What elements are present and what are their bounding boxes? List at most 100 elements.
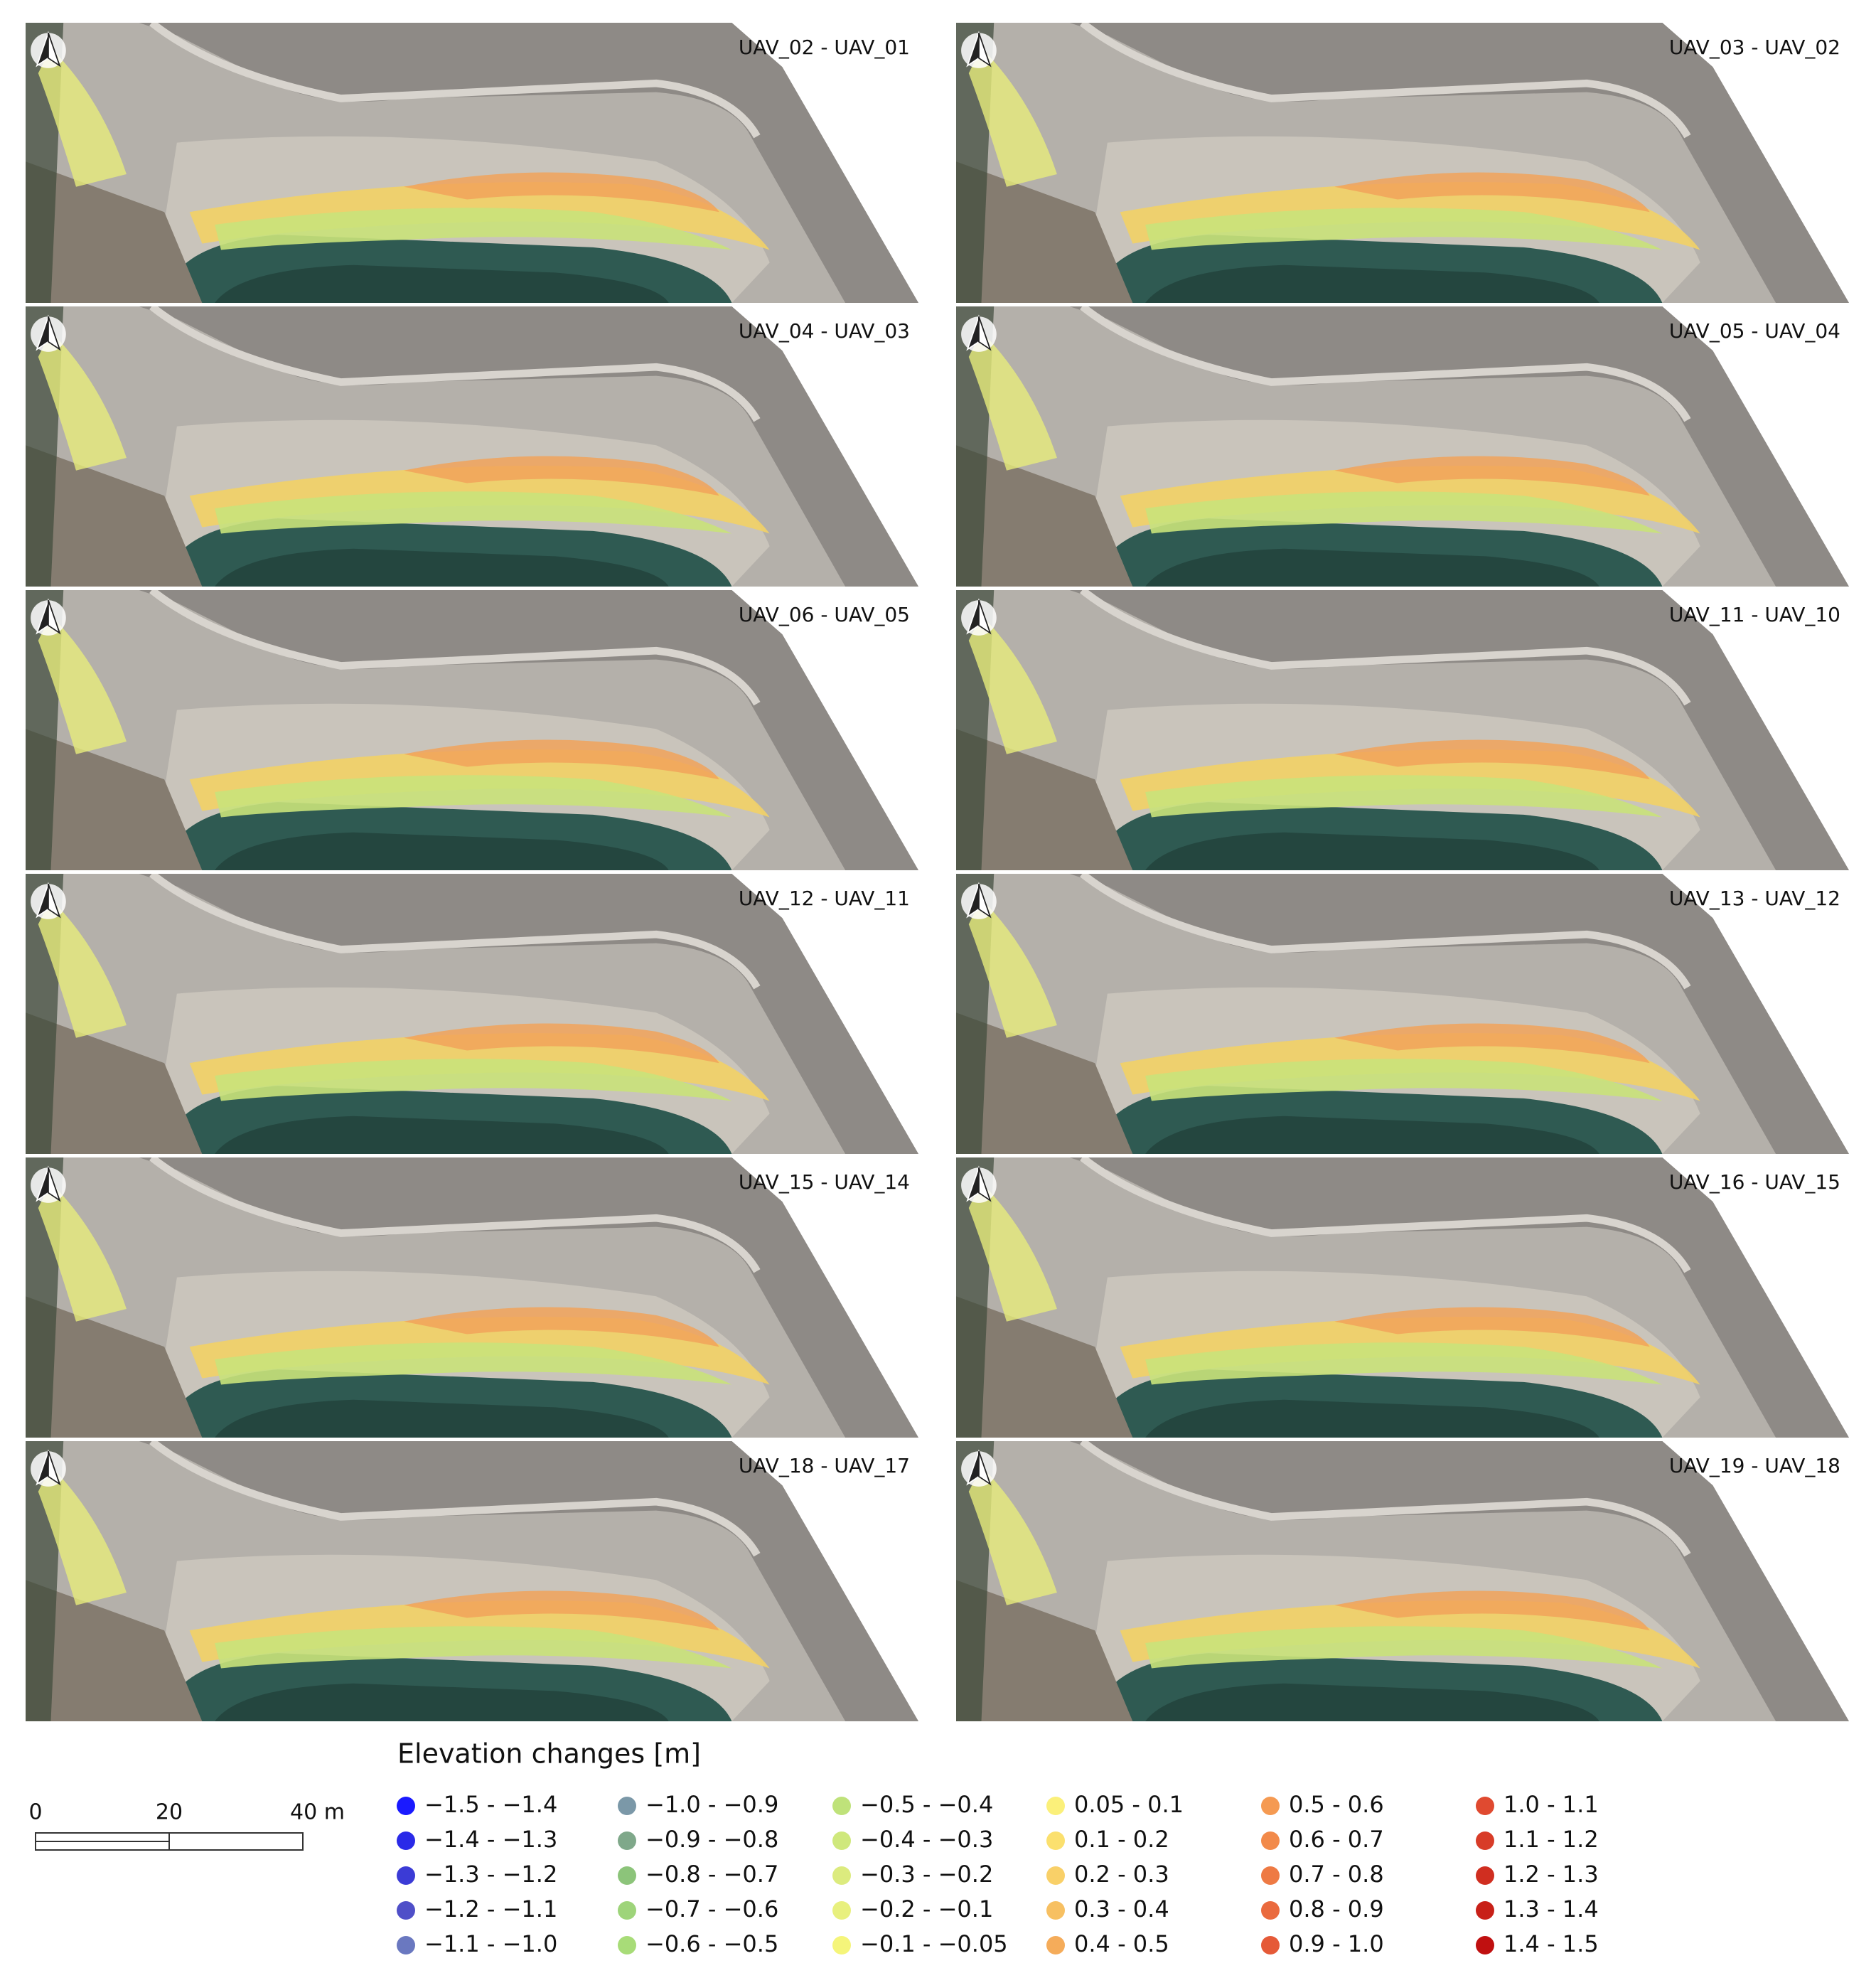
legend-swatch	[618, 1797, 636, 1815]
legend-label: 1.2 - 1.3	[1504, 1861, 1599, 1888]
legend-label: −0.2 - −0.1	[860, 1895, 993, 1922]
legend-label: 1.3 - 1.4	[1504, 1895, 1599, 1922]
aerial-image	[26, 1441, 918, 1721]
map-panel: UAV_06 - UAV_05	[26, 590, 918, 870]
legend-swatch	[832, 1797, 851, 1815]
legend-swatch	[1046, 1797, 1065, 1815]
legend-label: −1.0 - −0.9	[645, 1791, 778, 1818]
scale-bar-segment	[168, 1832, 304, 1851]
legend-label: −1.5 - −1.4	[424, 1791, 557, 1818]
map-panel: UAV_03 - UAV_02	[956, 23, 1849, 303]
legend-label: −0.8 - −0.7	[645, 1861, 778, 1888]
legend-label: 1.4 - 1.5	[1504, 1930, 1599, 1957]
legend-label: 0.1 - 0.2	[1074, 1826, 1169, 1853]
map-panel: UAV_05 - UAV_04	[956, 306, 1849, 587]
aerial-image	[956, 306, 1849, 587]
legend-swatch	[397, 1797, 415, 1815]
panel-label: UAV_11 - UAV_10	[1669, 603, 1840, 626]
legend-swatch	[1261, 1901, 1280, 1920]
panel-label: UAV_15 - UAV_14	[739, 1170, 910, 1194]
legend-swatch	[832, 1901, 851, 1920]
legend-label: −0.1 - −0.05	[860, 1930, 1008, 1957]
legend-label: 0.05 - 0.1	[1074, 1791, 1184, 1818]
legend-swatch	[1476, 1797, 1494, 1815]
legend-swatch	[1476, 1936, 1494, 1954]
scale-bar-label: 40 m	[290, 1800, 345, 1825]
legend-label: 0.3 - 0.4	[1074, 1895, 1169, 1922]
legend-label: 0.6 - 0.7	[1289, 1826, 1384, 1853]
aerial-image	[26, 23, 918, 303]
legend-label: −1.3 - −1.2	[424, 1861, 557, 1888]
scale-bar-label: 20	[156, 1800, 183, 1825]
legend-swatch	[397, 1936, 415, 1954]
legend-label: 0.7 - 0.8	[1289, 1861, 1384, 1888]
legend-swatch	[618, 1831, 636, 1850]
map-panel: UAV_02 - UAV_01	[26, 23, 918, 303]
panel-label: UAV_13 - UAV_12	[1669, 887, 1840, 910]
panel-label: UAV_05 - UAV_04	[1669, 319, 1840, 343]
legend-label: 0.9 - 1.0	[1289, 1930, 1384, 1957]
panel-label: UAV_18 - UAV_17	[739, 1454, 910, 1477]
panel-label: UAV_19 - UAV_18	[1669, 1454, 1840, 1477]
legend-label: −1.4 - −1.3	[424, 1826, 557, 1853]
legend-label: −0.4 - −0.3	[860, 1826, 993, 1853]
panel-label: UAV_06 - UAV_05	[739, 603, 910, 626]
legend-swatch	[618, 1936, 636, 1954]
panel-label: UAV_16 - UAV_15	[1669, 1170, 1840, 1194]
scale-bar-segment	[35, 1841, 170, 1851]
aerial-image	[956, 23, 1849, 303]
legend-swatch	[1261, 1797, 1280, 1815]
panel-label: UAV_12 - UAV_11	[739, 887, 910, 910]
panel-label: UAV_03 - UAV_02	[1669, 36, 1840, 59]
legend-swatch	[1046, 1866, 1065, 1885]
aerial-image	[956, 1157, 1849, 1438]
legend-swatch	[1476, 1866, 1494, 1885]
legend-label: 1.1 - 1.2	[1504, 1826, 1599, 1853]
legend-label: −1.2 - −1.1	[424, 1895, 557, 1922]
legend-swatch	[1046, 1936, 1065, 1954]
legend-swatch	[1046, 1831, 1065, 1850]
map-panel: UAV_04 - UAV_03	[26, 306, 918, 587]
panel-label: UAV_02 - UAV_01	[739, 36, 910, 59]
legend-label: 0.5 - 0.6	[1289, 1791, 1384, 1818]
map-panel: UAV_13 - UAV_12	[956, 874, 1849, 1154]
legend-swatch	[832, 1866, 851, 1885]
aerial-image	[956, 1441, 1849, 1721]
map-panel: UAV_15 - UAV_14	[26, 1157, 918, 1438]
aerial-image	[956, 874, 1849, 1154]
legend-swatch	[832, 1936, 851, 1954]
legend-swatch	[1261, 1866, 1280, 1885]
legend-label: 0.2 - 0.3	[1074, 1861, 1169, 1888]
legend-swatch	[1261, 1831, 1280, 1850]
scale-bar-label: 0	[28, 1800, 42, 1825]
map-panel: UAV_18 - UAV_17	[26, 1441, 918, 1721]
legend-swatch	[618, 1901, 636, 1920]
legend-label: −1.1 - −1.0	[424, 1930, 557, 1957]
aerial-image	[26, 874, 918, 1154]
legend-label: −0.9 - −0.8	[645, 1826, 778, 1853]
legend-label: −0.5 - −0.4	[860, 1791, 993, 1818]
map-panel: UAV_12 - UAV_11	[26, 874, 918, 1154]
legend-label: 1.0 - 1.1	[1504, 1791, 1599, 1818]
legend-label: −0.7 - −0.6	[645, 1895, 778, 1922]
panel-label: UAV_04 - UAV_03	[739, 319, 910, 343]
scale-bar-segment	[35, 1832, 170, 1842]
legend-swatch	[618, 1866, 636, 1885]
legend-swatch	[1046, 1901, 1065, 1920]
legend-swatch	[1476, 1831, 1494, 1850]
legend-label: 0.4 - 0.5	[1074, 1930, 1169, 1957]
legend-label: −0.6 - −0.5	[645, 1930, 778, 1957]
legend-swatch	[397, 1901, 415, 1920]
legend-label: −0.3 - −0.2	[860, 1861, 993, 1888]
legend-swatch	[397, 1866, 415, 1885]
legend-swatch	[397, 1831, 415, 1850]
aerial-image	[26, 1157, 918, 1438]
map-panel: UAV_19 - UAV_18	[956, 1441, 1849, 1721]
legend-swatch	[832, 1831, 851, 1850]
map-panel: UAV_16 - UAV_15	[956, 1157, 1849, 1438]
legend-swatch	[1261, 1936, 1280, 1954]
legend-swatch	[1476, 1901, 1494, 1920]
aerial-image	[26, 590, 918, 870]
